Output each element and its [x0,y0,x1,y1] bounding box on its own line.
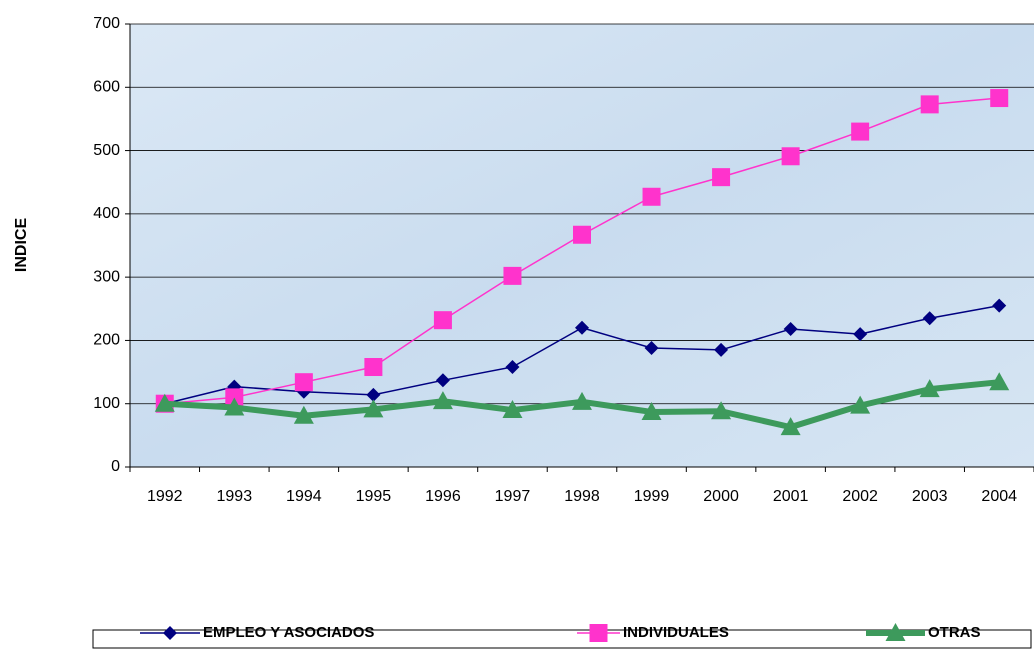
marker [294,373,313,392]
marker [435,373,450,388]
y-tick-label: 100 [93,395,120,412]
x-tick-label: 1996 [425,488,461,505]
marker [990,89,1009,108]
marker [711,401,732,420]
marker [712,168,731,187]
marker [644,341,659,356]
marker [366,387,381,402]
marker [575,320,589,335]
x-tick-label: 1998 [564,488,600,505]
legend-label: INDIVIDUALES [623,624,729,641]
x-tick-label: 2002 [842,488,878,505]
marker [154,393,175,412]
legend-box [92,629,1032,649]
y-tick-label: 600 [93,79,120,96]
marker [503,266,522,285]
marker [363,399,384,418]
marker [781,147,800,166]
x-tick-label: 1995 [356,488,392,505]
y-tick-label: 200 [93,332,120,349]
y-tick-label: 500 [93,142,120,159]
marker [642,187,661,206]
legend-marker [163,626,177,640]
marker [364,358,383,377]
y-tick-label: 400 [93,205,120,222]
x-tick-label: 2003 [912,488,948,505]
legend-marker [885,623,906,641]
marker [573,225,591,244]
marker [922,311,937,326]
marker [714,342,729,357]
marker [572,391,592,410]
marker [293,405,314,424]
marker [502,400,523,419]
marker [850,395,871,414]
marker [919,379,940,398]
x-tick-label: 2001 [773,488,809,505]
marker [505,360,520,375]
marker [851,122,870,141]
marker [641,401,662,420]
x-tick-label: 1993 [217,488,253,505]
marker [989,372,1010,391]
legend-label: EMPLEO Y ASOCIADOS [203,624,374,641]
x-tick-label: 1999 [634,488,670,505]
y-tick-label: 300 [93,268,120,285]
x-tick-label: 1992 [147,488,183,505]
marker [225,388,244,407]
marker [433,311,452,330]
x-tick-label: 2000 [703,488,739,505]
marker [224,397,245,416]
marker [432,391,453,410]
marker [920,95,939,114]
marker [780,417,801,436]
x-tick-label: 2004 [981,488,1017,505]
y-tick-label: 700 [93,15,120,32]
x-tick-label: 1994 [286,488,322,505]
y-tick-label: 0 [111,458,120,475]
legend-marker [589,624,608,642]
marker [992,298,1007,313]
x-tick-label: 1997 [495,488,531,505]
y-axis-label: INDICE [13,218,30,273]
marker [783,322,798,337]
legend-label: OTRAS [928,624,981,641]
marker [853,327,868,342]
